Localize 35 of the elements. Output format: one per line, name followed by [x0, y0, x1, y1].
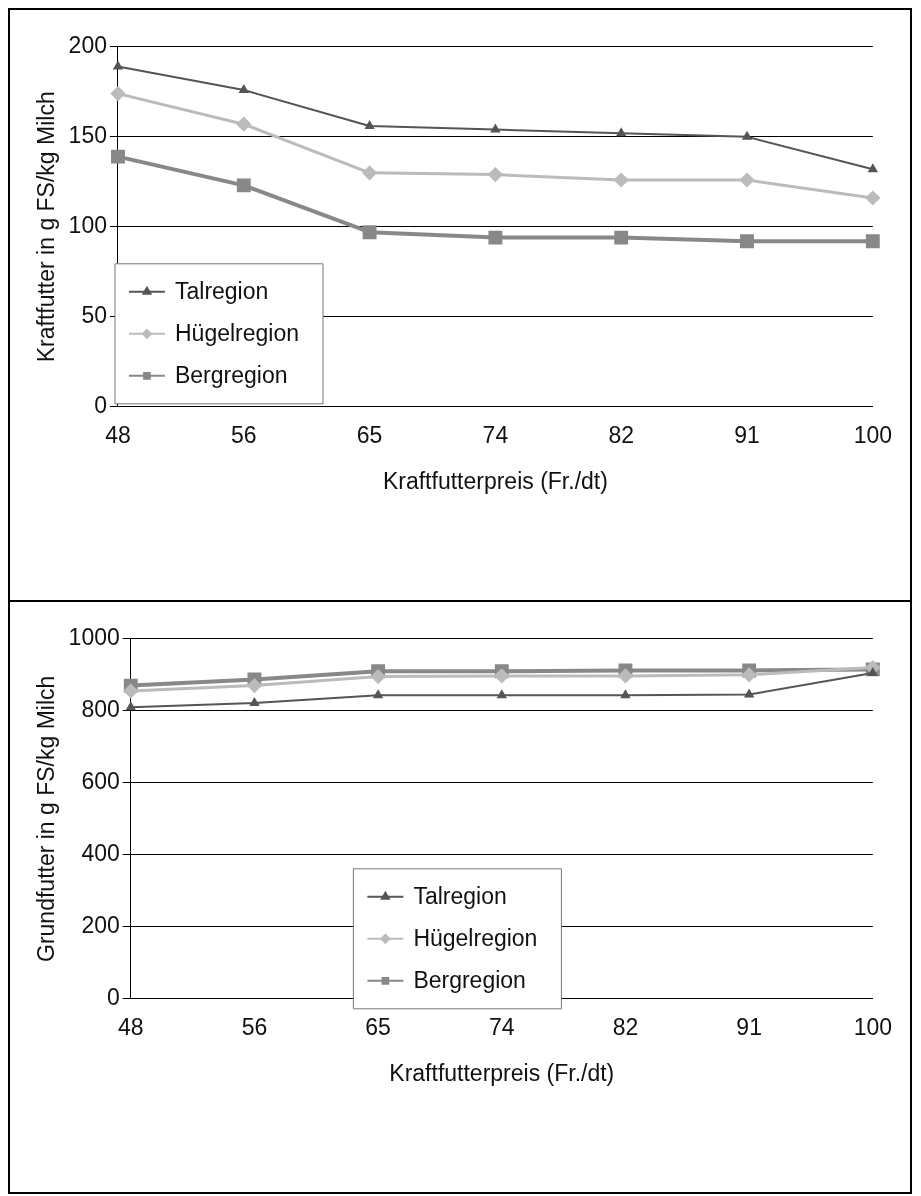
legend-label: Bergregion	[413, 967, 526, 994]
x-tick-label: 56	[241, 1013, 268, 1040]
y-tick-label: 100	[68, 212, 107, 239]
legend-label: Hügelregion	[174, 320, 300, 347]
y-tick-label: 800	[81, 696, 120, 723]
x-tick-label: 48	[117, 1013, 144, 1040]
x-tick-label: 74	[488, 1013, 515, 1040]
x-tick-label: 48	[105, 421, 131, 448]
x-tick-label: 82	[608, 421, 634, 448]
legend-label: Talregion	[413, 883, 507, 910]
x-tick-label: 91	[734, 421, 760, 448]
y-axis-title: Grundfutter in g FS/kg Milch	[33, 675, 60, 962]
y-tick-label: 1000	[68, 624, 120, 651]
y-tick-label: 200	[68, 32, 107, 59]
legend-label: Hügelregion	[413, 925, 538, 952]
y-tick-label: 200	[81, 912, 120, 939]
x-axis-title: Kraftfutterpreis (Fr./dt)	[389, 1059, 615, 1086]
y-tick-label: 0	[106, 984, 120, 1011]
x-tick-label: 91	[736, 1013, 762, 1040]
x-tick-label: 82	[612, 1013, 639, 1040]
x-axis-title: Kraftfutterpreis (Fr./dt)	[382, 467, 608, 494]
x-tick-label: 56	[230, 421, 257, 448]
legend-label: Talregion	[174, 278, 269, 305]
x-tick-label: 65	[365, 1013, 391, 1040]
y-tick-label: 150	[68, 122, 107, 149]
y-tick-label: 50	[81, 302, 107, 329]
y-tick-label: 400	[81, 840, 120, 867]
x-tick-label: 65	[356, 421, 383, 448]
x-tick-label: 100	[853, 421, 892, 448]
legend-label: Bergregion	[174, 362, 288, 389]
y-axis-title: Kraftfutter in g FS/kg Milch	[33, 91, 60, 363]
y-tick-label: 600	[81, 768, 120, 795]
x-tick-label: 100	[853, 1013, 892, 1040]
x-tick-label: 74	[482, 421, 509, 448]
y-tick-label: 0	[94, 392, 107, 419]
